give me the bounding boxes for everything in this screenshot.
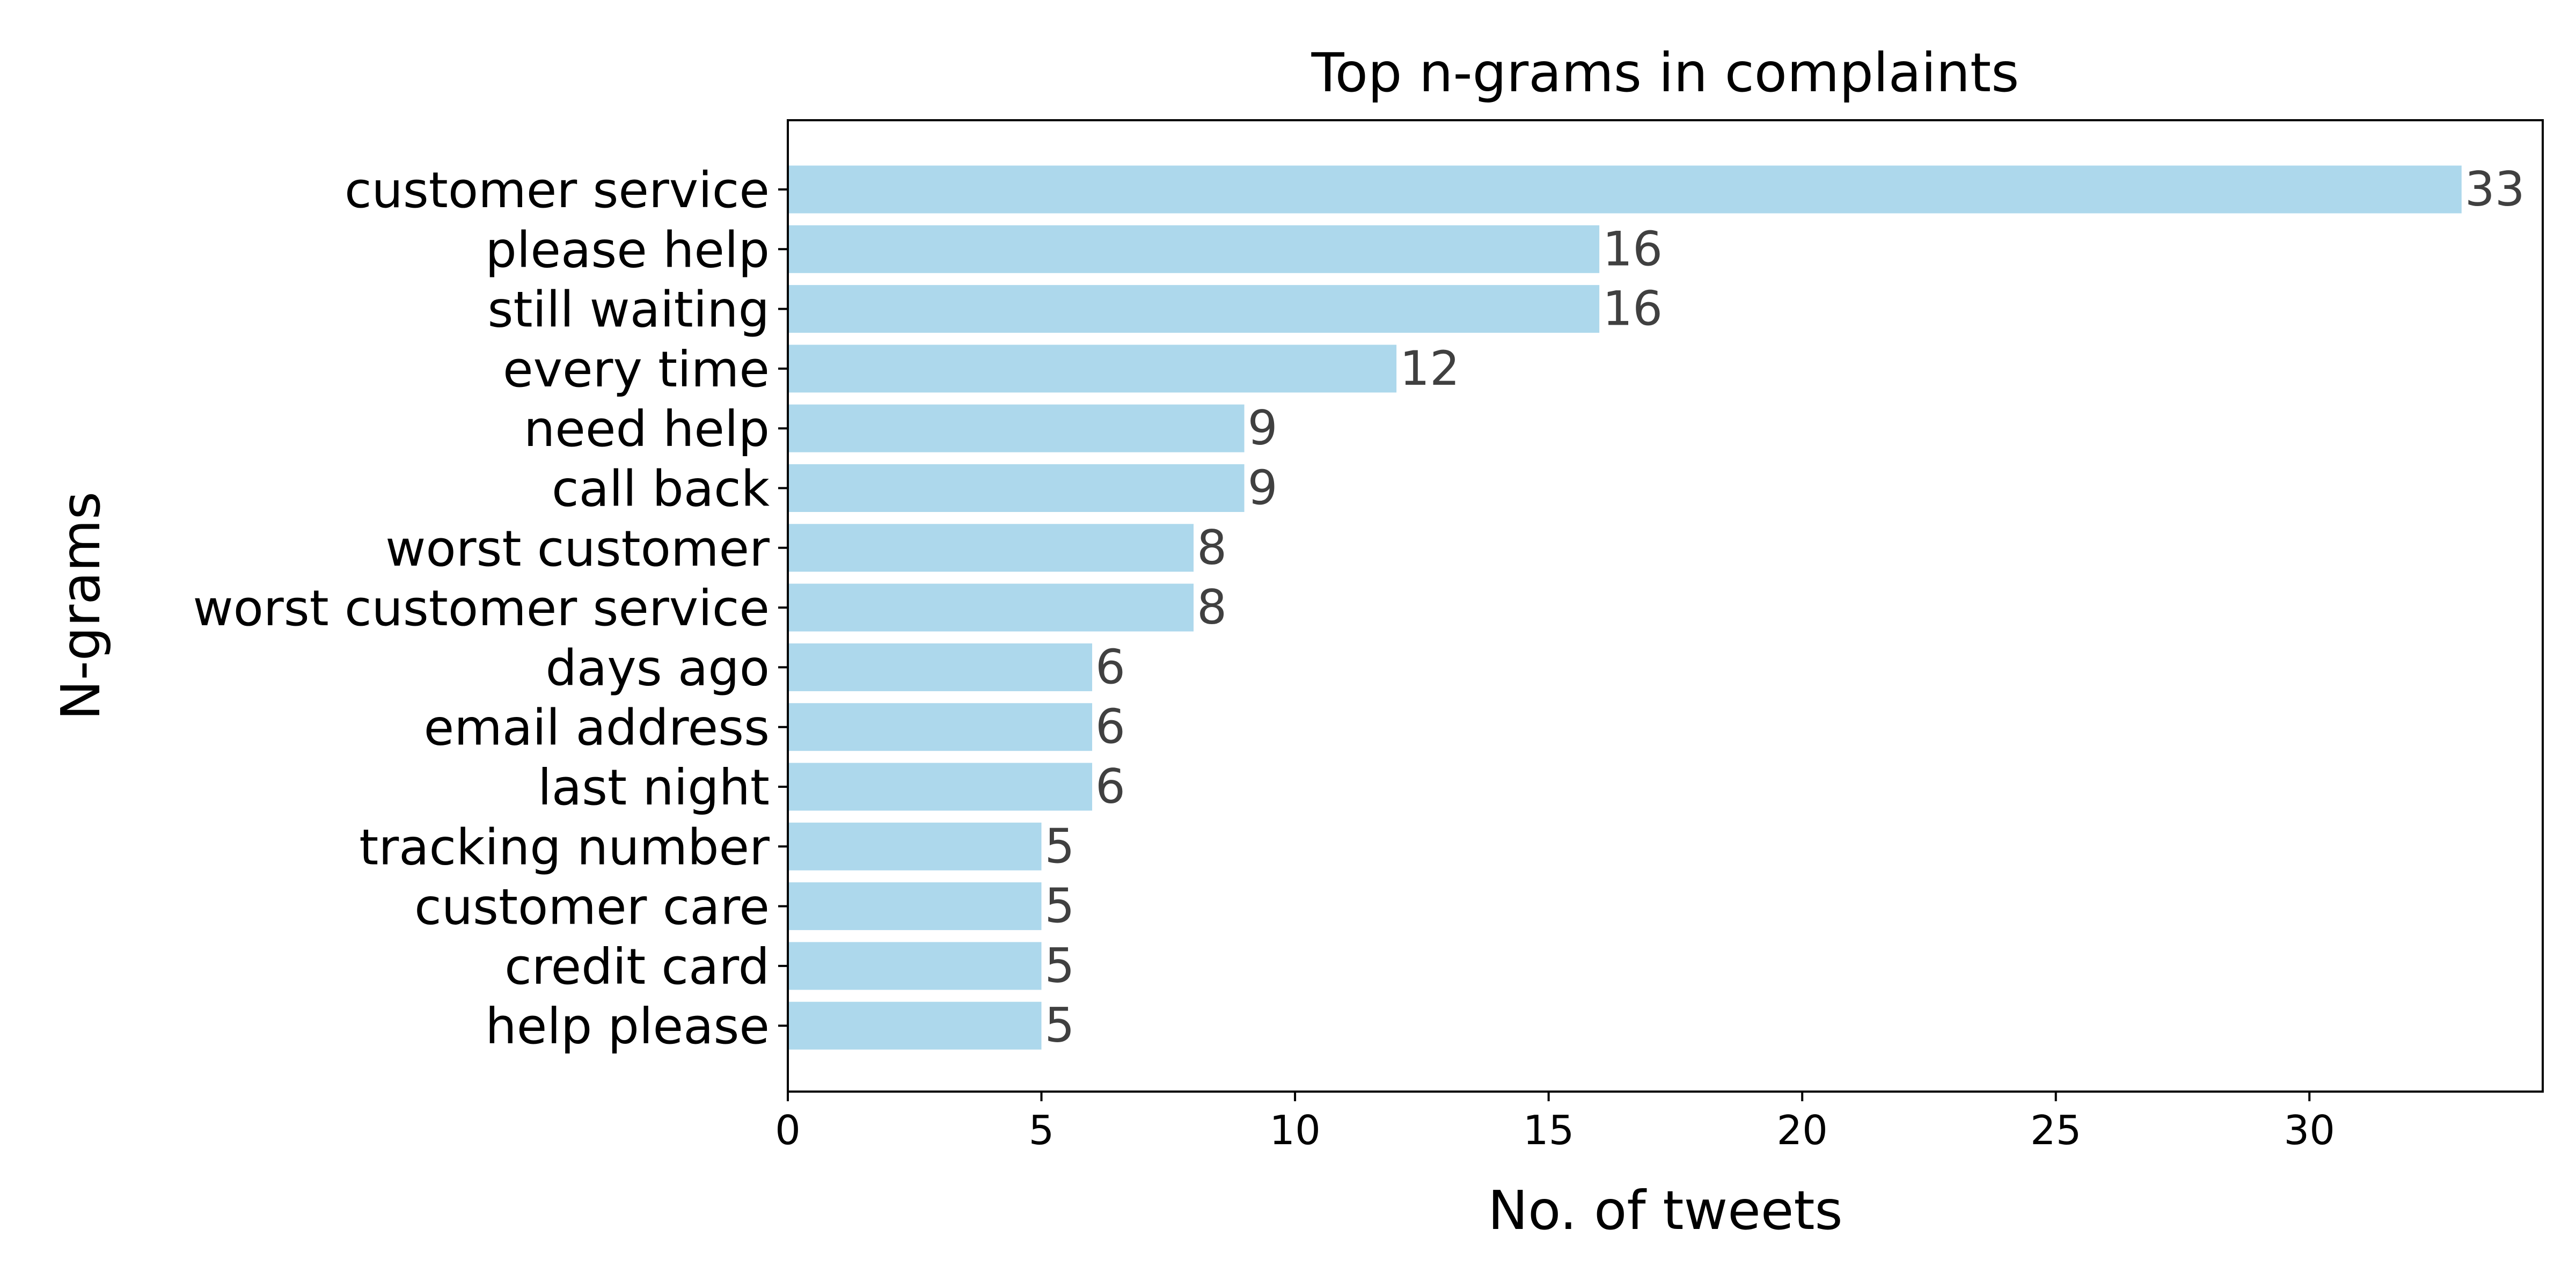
data-label: 5: [1045, 938, 1075, 993]
bar: [788, 643, 1093, 691]
bar: [788, 763, 1093, 811]
bar: [788, 822, 1042, 870]
bar: [788, 942, 1042, 990]
y-tick-label: worst customer service: [193, 580, 770, 637]
data-label: 8: [1197, 580, 1227, 635]
bar: [788, 464, 1245, 512]
x-axis-label: No. of tweets: [1488, 1179, 1842, 1242]
y-tick-label: last night: [538, 759, 770, 816]
bar: [788, 225, 1600, 273]
x-tick-label: 25: [2030, 1107, 2081, 1154]
y-tick-label: email address: [424, 699, 770, 757]
data-label: 6: [1095, 639, 1125, 694]
plot-frame: [787, 119, 2544, 1093]
data-label: 33: [2465, 162, 2525, 217]
x-axis: 0 5 10 15 20 25 30: [775, 1092, 2335, 1154]
x-tick-label: 5: [1029, 1107, 1055, 1154]
y-tick-label: worst customer: [385, 520, 770, 577]
data-label: 5: [1045, 998, 1075, 1053]
data-label: 12: [1400, 341, 1460, 396]
bar: [788, 583, 1194, 632]
data-label: 9: [1248, 400, 1278, 456]
data-label: 6: [1095, 699, 1125, 755]
x-tick-label: 0: [775, 1107, 801, 1154]
y-tick-label: customer care: [414, 879, 770, 936]
x-tick-label: 15: [1523, 1107, 1574, 1154]
x-tick-label: 20: [1776, 1107, 1827, 1154]
bar: [788, 165, 2462, 214]
data-label: 5: [1045, 818, 1075, 874]
y-tick-label: still waiting: [488, 281, 770, 339]
y-tick-label: help please: [485, 998, 770, 1055]
y-tick-label: please help: [485, 221, 770, 279]
y-tick-label: every time: [503, 341, 770, 398]
data-label: 5: [1045, 879, 1075, 934]
bar: [788, 285, 1600, 333]
bar: [788, 882, 1042, 931]
x-tick-label: 30: [2284, 1107, 2335, 1154]
data-label: 16: [1602, 221, 1663, 276]
data-label: 8: [1197, 520, 1227, 575]
bars-group: [788, 165, 2462, 1050]
y-tick-label: customer service: [345, 162, 770, 219]
bar: [788, 703, 1093, 751]
data-label: 16: [1602, 281, 1663, 336]
y-tick-label: need help: [524, 400, 770, 458]
data-label: 9: [1248, 460, 1278, 516]
bar: [788, 404, 1245, 452]
bar: [788, 345, 1397, 393]
data-label: 6: [1095, 759, 1125, 814]
x-tick-label: 10: [1269, 1107, 1320, 1154]
y-tick-label: call back: [552, 460, 770, 518]
y-tick-label: days ago: [546, 639, 770, 697]
bar: [788, 1001, 1042, 1050]
y-tick-label: credit card: [504, 938, 770, 996]
chart-title: Top n-grams in complaints: [1311, 41, 2019, 104]
y-tick-label: tracking number: [359, 818, 770, 876]
y-axis-label: N-grams: [49, 492, 112, 720]
bar: [788, 524, 1194, 572]
